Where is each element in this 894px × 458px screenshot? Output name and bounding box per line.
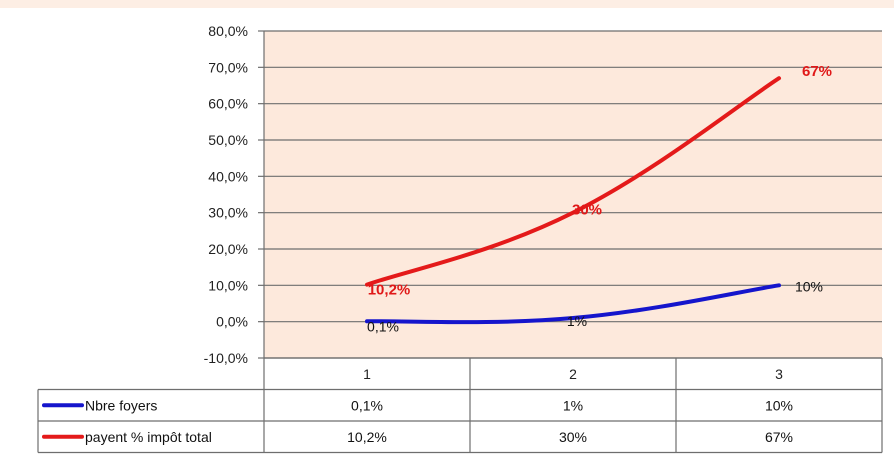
data-label: 67% bbox=[802, 63, 832, 80]
data-table: 1 2 3 Nbre foyers 0,1% 1% 10% payent % impôt to… bbox=[37, 357, 883, 454]
table-cell: 30% bbox=[559, 429, 587, 445]
y-tick-label: 30,0% bbox=[208, 205, 248, 221]
y-tick-label: 20,0% bbox=[208, 241, 248, 257]
sheet-top-strip bbox=[0, 0, 894, 8]
legend-label: payent % impôt total bbox=[85, 429, 212, 445]
y-tick-label: 10,0% bbox=[208, 277, 248, 293]
y-tick-label: 50,0% bbox=[208, 132, 248, 148]
legend-label: Nbre foyers bbox=[85, 397, 157, 413]
y-tick-label: 60,0% bbox=[208, 96, 248, 112]
plot-background bbox=[264, 31, 882, 358]
x-category-label: 3 bbox=[775, 366, 783, 382]
data-label: 10% bbox=[795, 278, 823, 294]
data-label: 30% bbox=[572, 202, 602, 219]
data-label: 0,1% bbox=[367, 318, 399, 334]
y-tick-label: 80,0% bbox=[208, 23, 248, 39]
data-label: 1% bbox=[567, 313, 587, 329]
table-cell: 1% bbox=[563, 397, 583, 413]
table-cell: 0,1% bbox=[351, 397, 383, 413]
plot-area: -10,0% 0,0% 10,0% 20,0% 30,0% 40,0% 50,0% 60,0%… bbox=[204, 23, 882, 366]
y-tick-label: -10,0% bbox=[204, 350, 248, 366]
series-line bbox=[365, 76, 781, 287]
y-tick-label: 70,0% bbox=[208, 59, 248, 75]
x-category-label: 2 bbox=[569, 366, 577, 382]
table-cell: 10% bbox=[765, 397, 793, 413]
x-category-label: 1 bbox=[363, 366, 371, 382]
table-cell: 67% bbox=[765, 429, 793, 445]
table-cell: 10,2% bbox=[347, 429, 387, 445]
y-tick-label: 40,0% bbox=[208, 168, 248, 184]
data-label: 10,2% bbox=[368, 282, 411, 299]
y-tick-label: 0,0% bbox=[216, 314, 248, 330]
series-line bbox=[365, 283, 781, 325]
